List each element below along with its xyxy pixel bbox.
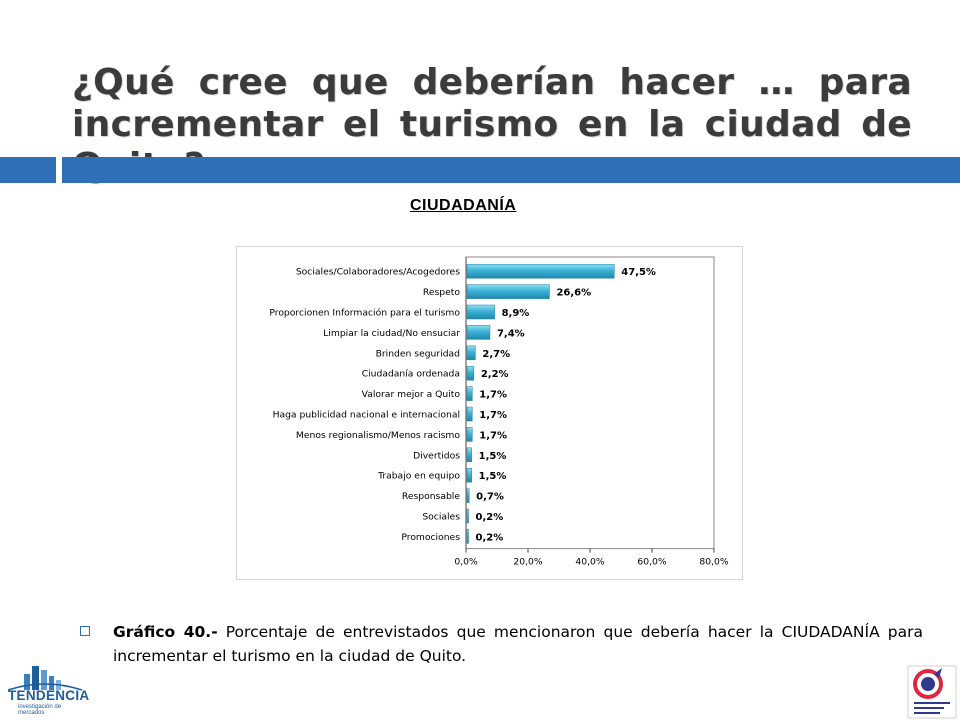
data-label: 26,6% [556,288,591,299]
x-tick-label: 0,0% [454,557,478,568]
bar [466,345,476,361]
category-label: Limpiar la ciudad/No ensuciar [323,328,460,339]
bar [466,406,473,422]
chart-caption: Gráfico 40.- Porcentaje de entrevistados… [80,620,923,668]
bar [466,529,469,544]
category-label: Sociales [422,512,460,523]
bar [466,325,491,340]
category-label: Respeto [423,287,460,298]
header-accent-bar-left [0,157,56,183]
plot-area-frame [465,256,715,550]
slide-title: ¿Qué cree que deberían hacer … para incr… [72,62,912,187]
buildings-logo-icon [7,666,83,691]
category-label: Proporcionen Información para el turismo [269,308,460,319]
category-label: Valorar mejor a Quito [362,389,461,400]
caption-text: Porcentaje de entrevistados que menciona… [113,623,923,665]
bar [466,488,470,503]
category-label: Divertidos [413,450,460,461]
data-label: 1,7% [479,430,507,441]
data-label: 1,7% [479,410,507,421]
category-label: Brinden seguridad [376,348,460,359]
bar [466,284,550,299]
data-label: 47,5% [621,267,656,278]
category-label: Haga publicidad nacional e internacional [273,410,460,421]
category-label: Responsable [402,491,460,502]
bar [466,447,472,463]
data-label: 1,5% [479,451,507,462]
chart-container: Sociales/Colaboradores/Acogedores 47,5% Re… [236,246,743,580]
bar [466,386,473,401]
data-label: 0,7% [476,492,504,503]
data-label: 2,2% [481,369,509,380]
bar [466,427,473,442]
x-tick-label: 20,0% [513,557,542,568]
data-label: 7,4% [497,328,525,339]
x-tick-label: 60,0% [637,557,666,568]
bar [466,365,475,381]
logo-tagline: investigación de mercados [18,704,62,716]
x-tick-label: 80,0% [699,557,728,568]
quito-turismo-logo [906,664,958,720]
data-label: 2,7% [482,349,510,360]
data-label: 1,7% [479,390,507,401]
x-tick-label: 40,0% [575,557,604,568]
category-label: Ciudadanía ordenada [362,369,460,380]
header-accent-bar-right [62,157,960,183]
category-label: Sociales/Colaboradores/Acogedores [296,267,460,278]
bar-chart: Sociales/Colaboradores/Acogedores 47,5% Re… [269,256,729,568]
quito-turismo-emblem-icon [907,665,957,719]
bar [466,467,472,483]
logo-name: TENDENCIA [8,688,90,703]
data-label: 8,9% [502,308,530,319]
data-label: 0,2% [476,512,504,523]
chart-subtitle: CIUDADANÍA [410,197,517,214]
category-label: Menos regionalismo/Menos racismo [296,430,460,441]
caption-bullet-icon [80,626,90,636]
category-label: Promociones [401,532,460,543]
data-label: 0,2% [476,532,504,543]
caption-label: Gráfico 40.- [113,623,218,641]
bar [466,263,615,279]
bar [466,304,495,320]
category-label: Trabajo en equipo [377,471,460,482]
tendencia-logo: TENDENCIA investigación de mercados [2,664,90,720]
data-label: 1,5% [479,471,507,482]
bar [466,508,469,524]
